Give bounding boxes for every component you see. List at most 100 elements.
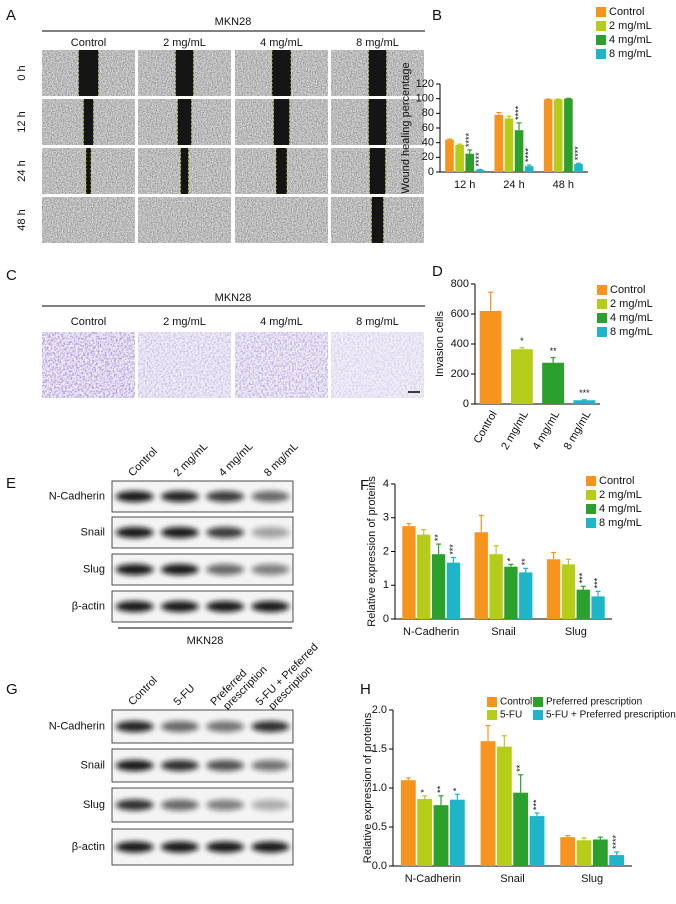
bar xyxy=(480,741,496,866)
blot-band xyxy=(251,601,290,612)
y-tick-label: 2.0 xyxy=(372,704,387,716)
bar xyxy=(402,526,416,619)
column-label: 2 mg/mL xyxy=(163,316,206,328)
legend-swatch xyxy=(596,49,606,59)
legend-swatch xyxy=(596,7,606,17)
column-label: 4 mg/mL xyxy=(217,440,256,479)
blot-band xyxy=(115,564,154,575)
bar xyxy=(400,780,416,866)
significance: ** xyxy=(520,558,530,566)
micrograph xyxy=(42,197,135,243)
row-label: N-Cadherin xyxy=(49,490,105,502)
micrograph xyxy=(138,332,231,398)
blot-band xyxy=(160,760,199,771)
wound-gap xyxy=(78,50,99,96)
bar xyxy=(504,566,518,619)
panel-label: D xyxy=(432,263,443,280)
wound-gap xyxy=(175,50,194,96)
significance: ** xyxy=(435,785,445,793)
bar xyxy=(609,855,625,866)
bar xyxy=(449,799,465,866)
y-tick-label: 3 xyxy=(383,512,389,524)
legend-label: 5-FU + Preferred prescription xyxy=(546,710,676,721)
column-label: 4 mg/mL xyxy=(260,37,303,49)
bar xyxy=(543,99,553,172)
y-tick-label: 1.0 xyxy=(372,782,387,794)
significance: *** xyxy=(448,544,458,555)
bar xyxy=(465,153,475,172)
legend-swatch xyxy=(596,21,606,31)
panel-title: MKN28 xyxy=(215,16,252,28)
bar xyxy=(479,311,502,404)
y-tick-label: 200 xyxy=(451,368,469,380)
y-axis-label: Wound healing percentage xyxy=(400,62,412,193)
wound-gap xyxy=(368,50,387,96)
micrograph xyxy=(331,332,424,398)
row-label: Snail xyxy=(81,526,105,538)
legend-swatch xyxy=(487,697,497,707)
significance: **** xyxy=(573,146,583,161)
blot-band xyxy=(115,601,154,612)
significance: *** xyxy=(579,388,590,398)
legend-swatch xyxy=(586,490,596,500)
row-label: 12 h xyxy=(16,111,28,132)
wound-gap xyxy=(368,99,387,145)
blot-band xyxy=(115,841,154,853)
legend-label: 8 mg/mL xyxy=(599,517,642,529)
bar xyxy=(560,837,576,866)
legend-swatch xyxy=(586,504,596,514)
legend-label: 8 mg/mL xyxy=(609,48,652,60)
bar xyxy=(519,572,533,619)
wound-gap xyxy=(180,148,189,194)
blot-band xyxy=(206,601,245,612)
panel-title: MKN28 xyxy=(215,292,252,304)
bar xyxy=(513,792,529,866)
y-tick-label: 0 xyxy=(428,166,434,178)
bar xyxy=(564,98,573,172)
significance: **** xyxy=(513,105,523,120)
bar xyxy=(524,166,534,172)
significance: ** xyxy=(515,764,525,772)
bar xyxy=(417,798,433,866)
legend-swatch xyxy=(533,710,543,720)
column-label: 8 mg/mL xyxy=(356,316,399,328)
bar xyxy=(561,564,576,619)
column-label: Control xyxy=(71,316,106,328)
wound-gap xyxy=(371,197,384,243)
x-tick-label: 4 mg/mL xyxy=(530,409,562,452)
legend-swatch xyxy=(597,313,607,323)
blot-band xyxy=(160,721,199,732)
significance: *** xyxy=(592,577,602,588)
y-tick-label: 400 xyxy=(451,338,469,350)
bar xyxy=(474,532,488,619)
column-label: Control xyxy=(71,37,106,49)
x-tick-label: 24 h xyxy=(503,179,524,191)
panel-label: C xyxy=(6,267,17,284)
significance: * xyxy=(452,787,462,791)
y-tick-label: 80 xyxy=(422,107,434,119)
legend-label: Control xyxy=(500,697,532,708)
y-tick-label: 800 xyxy=(451,278,469,290)
row-label: Slug xyxy=(83,563,105,575)
blot-band xyxy=(206,564,245,575)
y-tick-label: 1 xyxy=(383,579,389,591)
blot-band xyxy=(206,841,245,853)
significance: **** xyxy=(524,148,534,163)
x-tick-label: N-Cadherin xyxy=(405,873,461,885)
blot-band xyxy=(115,491,154,502)
micrograph xyxy=(42,332,135,398)
x-tick-label: 8 mg/mL xyxy=(562,409,594,452)
footer: MKN28 xyxy=(187,635,224,647)
bar xyxy=(417,534,431,619)
blot-band xyxy=(160,799,199,811)
bar xyxy=(431,554,446,619)
panel-label: F xyxy=(360,477,369,494)
panel-label: G xyxy=(6,681,18,698)
blot-band xyxy=(251,721,290,732)
legend-swatch xyxy=(597,299,607,309)
wound-gap xyxy=(273,99,290,145)
legend-swatch xyxy=(597,327,607,337)
blot-band xyxy=(251,760,290,771)
row-label: N-Cadherin xyxy=(49,720,105,732)
